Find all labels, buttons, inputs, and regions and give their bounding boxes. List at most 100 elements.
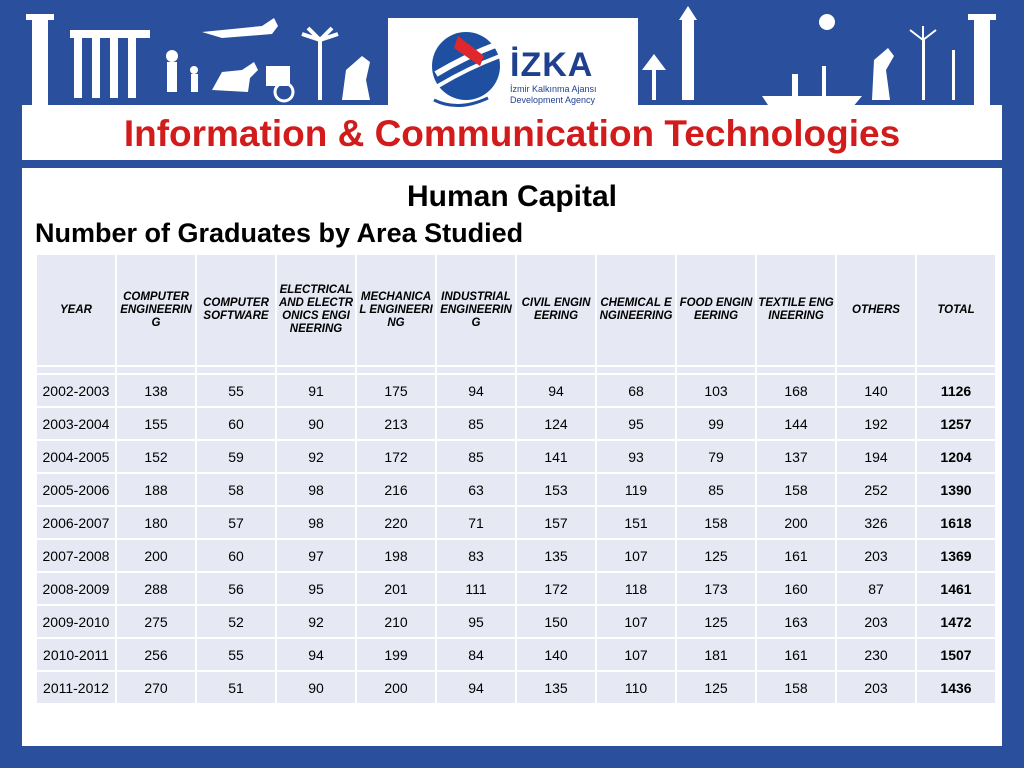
table-cell: 175: [357, 375, 435, 406]
table-cell: 138: [117, 375, 195, 406]
table-cell: 252: [837, 474, 915, 505]
total-cell: 1126: [917, 375, 995, 406]
column-header: CHEMICAL ENGINEERING: [597, 255, 675, 365]
izka-globe-icon: [432, 32, 501, 107]
table-cell: 125: [677, 540, 755, 571]
total-cell: 1369: [917, 540, 995, 571]
logo-subtitle: İzmir Kalkınma Ajansı Development Agency: [510, 84, 597, 105]
table-cell: 144: [757, 408, 835, 439]
year-cell: 2011-2012: [37, 672, 115, 703]
table-cell: 275: [117, 606, 195, 637]
table-cell: 95: [277, 573, 355, 604]
table-cell: 199: [357, 639, 435, 670]
table-row: 2003-2004 155 60 90 213 85 124 95 99 144 192 1257: [37, 408, 995, 439]
table-cell: 158: [677, 507, 755, 538]
total-cell: 1257: [917, 408, 995, 439]
table-cell: 203: [837, 540, 915, 571]
column-header: COMPUTER ENGINEERING: [117, 255, 195, 365]
year-cell: 2002-2003: [37, 375, 115, 406]
table-cell: 58: [197, 474, 275, 505]
year-cell: 2005-2006: [37, 474, 115, 505]
column-header: TEXTILE ENGINEERING: [757, 255, 835, 365]
table-cell: 153: [517, 474, 595, 505]
year-cell: 2007-2008: [37, 540, 115, 571]
table-cell: 160: [757, 573, 835, 604]
table-cell: 91: [277, 375, 355, 406]
izka-logo: İZKA İzmir Kalkınma Ajansı Development A…: [388, 18, 638, 130]
table-cell: 135: [517, 672, 595, 703]
table-cell: 68: [597, 375, 675, 406]
table-row: 2005-2006 188 58 98 216 63 153 119 85 158 252 1390: [37, 474, 995, 505]
table-cell: 97: [277, 540, 355, 571]
table-cell: 152: [117, 441, 195, 472]
table-row: 2008-2009 288 56 95 201 111 172 118 173 160 87 1461: [37, 573, 995, 604]
total-cell: 1461: [917, 573, 995, 604]
table-cell: 256: [117, 639, 195, 670]
table-cell: 168: [757, 375, 835, 406]
table-row: 2007-2008 200 60 97 198 83 135 107 125 161 203 1369: [37, 540, 995, 571]
table-cell: 63: [437, 474, 515, 505]
table-cell: 56: [197, 573, 275, 604]
table-cell: 288: [117, 573, 195, 604]
table-body: 2002-2003 138 55 91 175 94 94 68 103 168 140 1126 20…: [37, 367, 995, 703]
table-cell: 79: [677, 441, 755, 472]
table-cell: 200: [757, 507, 835, 538]
table-cell: 57: [197, 507, 275, 538]
table-cell: 85: [437, 408, 515, 439]
table-cell: 85: [437, 441, 515, 472]
table-cell: 60: [197, 540, 275, 571]
table-cell: 92: [277, 606, 355, 637]
table-row: 2009-2010 275 52 92 210 95 150 107 125 163 203 1472: [37, 606, 995, 637]
table-cell: 180: [117, 507, 195, 538]
table-cell: 84: [437, 639, 515, 670]
column-header: YEAR: [37, 255, 115, 365]
table-cell: 107: [597, 540, 675, 571]
table-cell: 158: [757, 474, 835, 505]
table-cell: 111: [437, 573, 515, 604]
table-cell: 92: [277, 441, 355, 472]
table-row: 2006-2007 180 57 98 220 71 157 151 158 200 326 1618: [37, 507, 995, 538]
table-cell: 151: [597, 507, 675, 538]
table-cell: 137: [757, 441, 835, 472]
section-title: Human Capital: [406, 180, 618, 213]
total-cell: 1507: [917, 639, 995, 670]
table-cell: 94: [517, 375, 595, 406]
column-header: FOOD ENGINEERING: [677, 255, 755, 365]
table-cell: 94: [437, 672, 515, 703]
table-row: 2010-2011 256 55 94 199 84 140 107 181 161 230 1507: [37, 639, 995, 670]
table-cell: 220: [357, 507, 435, 538]
table-cell: 181: [677, 639, 755, 670]
table-cell: 119: [597, 474, 675, 505]
table-cell: 55: [197, 639, 275, 670]
total-cell: 1436: [917, 672, 995, 703]
column-header: TOTAL: [917, 255, 995, 365]
table-cell: 203: [837, 672, 915, 703]
column-header: OTHERS: [837, 255, 915, 365]
page-title: Information & Communication Technologies: [123, 113, 901, 154]
content-panel: Human Capital Number of Graduates by Are…: [22, 168, 1002, 746]
table-cell: 95: [437, 606, 515, 637]
table-cell: 173: [677, 573, 755, 604]
table-cell: 60: [197, 408, 275, 439]
table-cell: 198: [357, 540, 435, 571]
table-cell: 90: [277, 672, 355, 703]
table-cell: 95: [597, 408, 675, 439]
table-cell: 270: [117, 672, 195, 703]
table-cell: 141: [517, 441, 595, 472]
table-title: Number of Graduates by Area Studied: [35, 218, 524, 248]
table-cell: 125: [677, 672, 755, 703]
table-cell: 99: [677, 408, 755, 439]
table-cell: 98: [277, 474, 355, 505]
year-cell: 2008-2009: [37, 573, 115, 604]
table-row: 2011-2012 270 51 90 200 94 135 110 125 158 203 1436: [37, 672, 995, 703]
table-cell: 94: [277, 639, 355, 670]
table-cell: 194: [837, 441, 915, 472]
table-cell: 150: [517, 606, 595, 637]
total-cell: 1204: [917, 441, 995, 472]
year-cell: 2006-2007: [37, 507, 115, 538]
table-cell: 172: [517, 573, 595, 604]
table-row: 2004-2005 152 59 92 172 85 141 93 79 137 194 1204: [37, 441, 995, 472]
table-cell: 51: [197, 672, 275, 703]
table-cell: 157: [517, 507, 595, 538]
table-cell: 210: [357, 606, 435, 637]
